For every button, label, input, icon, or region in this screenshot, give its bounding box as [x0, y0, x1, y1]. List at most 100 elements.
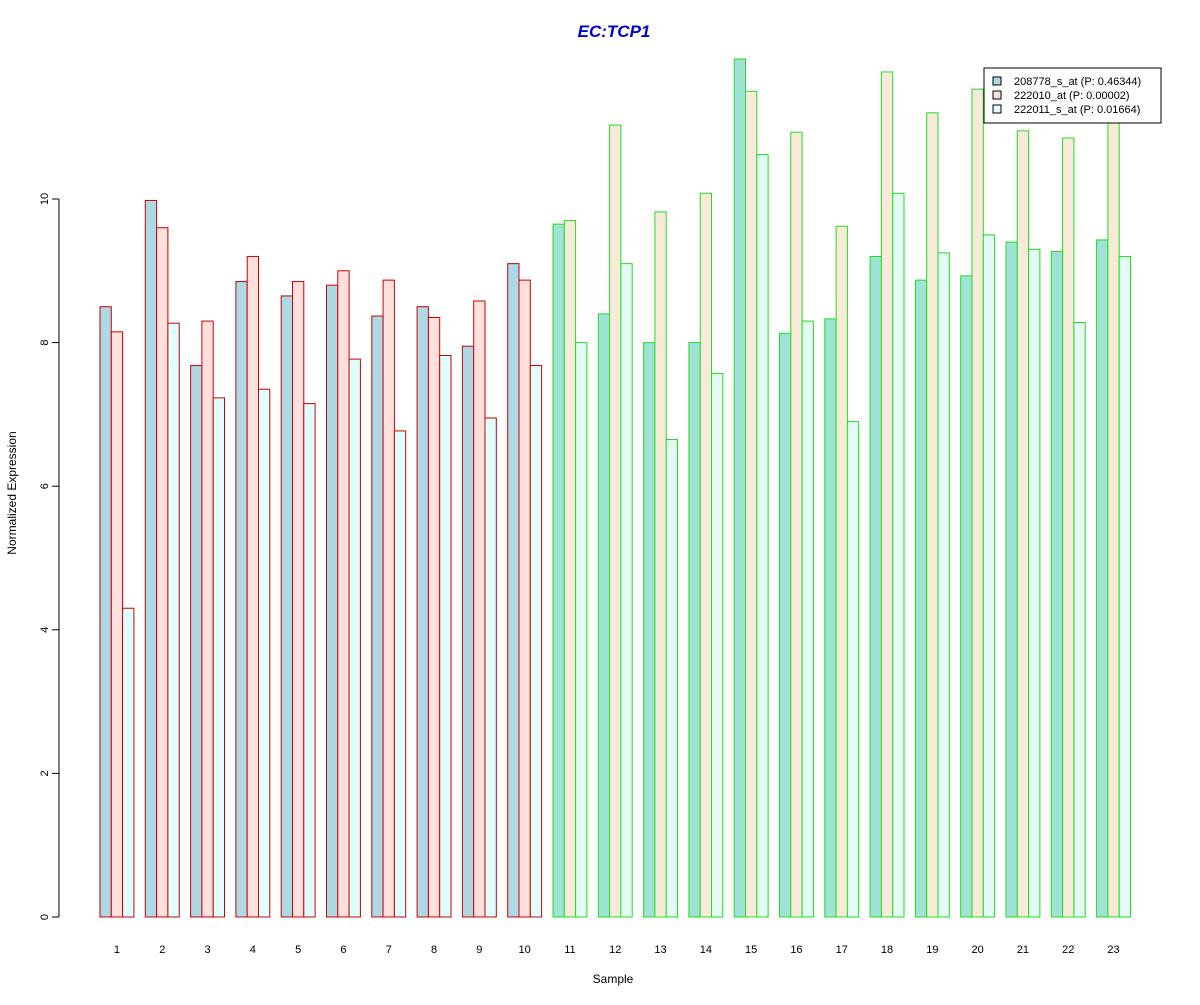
y-tick-label: 6 — [39, 483, 51, 489]
bar-sample-13-series-3 — [665, 439, 679, 918]
bar-sample-8-series-2 — [427, 316, 441, 918]
x-tick-label: 7 — [386, 944, 392, 956]
bars — [99, 58, 1131, 918]
bar-sample-3-series-3 — [212, 397, 225, 918]
bar-sample-7-series-1 — [371, 315, 384, 918]
bar-sample-17-series-1 — [824, 318, 837, 918]
bar-sample-8-series-3 — [439, 355, 452, 918]
x-tick-label: 4 — [250, 944, 256, 956]
bar-sample-21-series-1 — [1005, 241, 1018, 918]
bar-sample-16-series-3 — [801, 320, 814, 918]
bar-sample-15-series-3 — [756, 153, 769, 918]
y-tick-label: 8 — [39, 340, 51, 346]
bar-sample-5-series-1 — [280, 295, 294, 918]
bar-sample-17-series-3 — [846, 421, 860, 918]
x-tick-label: 21 — [1017, 944, 1029, 956]
bar-sample-10-series-3 — [529, 365, 543, 918]
bar-sample-9-series-1 — [461, 345, 475, 918]
x-axis-label: Sample — [593, 972, 634, 986]
bar-sample-9-series-3 — [484, 417, 497, 918]
x-tick-label: 18 — [881, 944, 893, 956]
bar-sample-21-series-3 — [1028, 248, 1041, 918]
bar-sample-5-series-3 — [303, 403, 316, 918]
legend-label: 208778_s_at (P: 0.46344) — [1014, 76, 1141, 88]
bar-sample-11-series-3 — [575, 342, 588, 918]
bar-sample-9-series-2 — [473, 300, 486, 918]
bar-sample-1-series-3 — [122, 607, 135, 918]
bar-sample-23-series-3 — [1118, 255, 1131, 918]
bar-sample-23-series-2 — [1107, 119, 1120, 918]
y-tick-label: 0 — [39, 914, 51, 920]
x-tick-label: 17 — [836, 944, 848, 956]
bar-sample-10-series-2 — [518, 279, 531, 918]
bar-sample-12-series-2 — [609, 124, 622, 918]
x-tick-label: 22 — [1062, 944, 1074, 956]
bar-sample-20-series-3 — [982, 234, 996, 918]
bar-sample-22-series-2 — [1062, 137, 1075, 918]
bar-sample-22-series-3 — [1073, 321, 1086, 918]
bar-sample-6-series-3 — [348, 358, 361, 918]
legend-swatch — [992, 76, 1002, 86]
bar-sample-14-series-1 — [688, 342, 701, 918]
bar-sample-20-series-2 — [971, 88, 984, 918]
bar-sample-2-series-1 — [144, 199, 158, 918]
x-tick-label: 1 — [114, 944, 120, 956]
bar-sample-14-series-3 — [711, 372, 724, 918]
x-tick-label: 5 — [295, 944, 301, 956]
legend: 208778_s_at (P: 0.46344) 222010_at (P: 0.… — [983, 67, 1162, 124]
bar-sample-12-series-3 — [620, 263, 633, 918]
bar-sample-7-series-2 — [382, 279, 395, 918]
x-tick-label: 10 — [519, 944, 531, 956]
bar-sample-23-series-1 — [1096, 239, 1109, 918]
x-tick-label: 9 — [476, 944, 482, 956]
y-axis-label: Normalized Expression — [5, 431, 19, 554]
bar-sample-15-series-1 — [733, 58, 747, 918]
y-tick-label: 10 — [39, 193, 51, 205]
bar-sample-4-series-1 — [235, 281, 248, 918]
bar-sample-6-series-2 — [337, 270, 350, 918]
bar-sample-2-series-2 — [156, 227, 169, 918]
legend-label: 222011_s_at (P: 0.01664) — [1014, 104, 1140, 116]
legend-swatch — [992, 90, 1002, 100]
y-tick-label: 2 — [39, 770, 51, 776]
bar-sample-12-series-1 — [597, 313, 611, 918]
x-tick-label: 23 — [1107, 944, 1119, 956]
bar-sample-8-series-1 — [416, 306, 429, 918]
y-axis: 0 2 4 6 8 10 — [39, 193, 60, 920]
x-tick-label: 6 — [340, 944, 346, 956]
bar-sample-22-series-1 — [1050, 250, 1064, 918]
x-tick-label: 11 — [564, 944, 575, 956]
bar-sample-21-series-2 — [1016, 130, 1030, 918]
bar-sample-7-series-3 — [393, 430, 407, 918]
x-tick-label: 2 — [159, 944, 165, 956]
x-tick-label: 13 — [654, 944, 666, 956]
bar-sample-16-series-2 — [790, 131, 803, 918]
bar-sample-6-series-1 — [326, 284, 339, 918]
bar-sample-16-series-1 — [779, 332, 792, 918]
y-tick-label: 4 — [39, 627, 51, 633]
bar-sample-18-series-2 — [880, 71, 894, 918]
x-tick-label: 3 — [204, 944, 210, 956]
x-tick-label: 20 — [972, 944, 984, 956]
bar-sample-3-series-1 — [190, 365, 203, 918]
bar-sample-10-series-1 — [507, 263, 520, 918]
bar-sample-4-series-2 — [246, 255, 259, 918]
bar-sample-1-series-2 — [110, 331, 124, 918]
bar-sample-1-series-1 — [99, 306, 112, 918]
x-tick-label: 14 — [700, 944, 712, 956]
bar-sample-11-series-2 — [563, 220, 577, 918]
bar-sample-3-series-2 — [201, 320, 214, 918]
bar-sample-15-series-2 — [745, 90, 758, 918]
bar-sample-18-series-1 — [869, 255, 882, 918]
bar-sample-19-series-1 — [914, 279, 928, 918]
x-tick-label: 12 — [609, 944, 621, 956]
x-tick-label: 8 — [431, 944, 437, 956]
x-axis: 1 2 3 4 5 6 7 8 9 10 11 12 13 14 15 16 17 18 19 20 21 22 23 — [114, 944, 1120, 956]
x-tick-label: 15 — [745, 944, 757, 956]
x-tick-label: 16 — [790, 944, 802, 956]
legend-label: 222010_at (P: 0.00002) — [1014, 90, 1130, 102]
bar-sample-4-series-3 — [258, 388, 271, 918]
bar-sample-20-series-1 — [960, 275, 973, 918]
x-tick-label: 19 — [926, 944, 938, 956]
